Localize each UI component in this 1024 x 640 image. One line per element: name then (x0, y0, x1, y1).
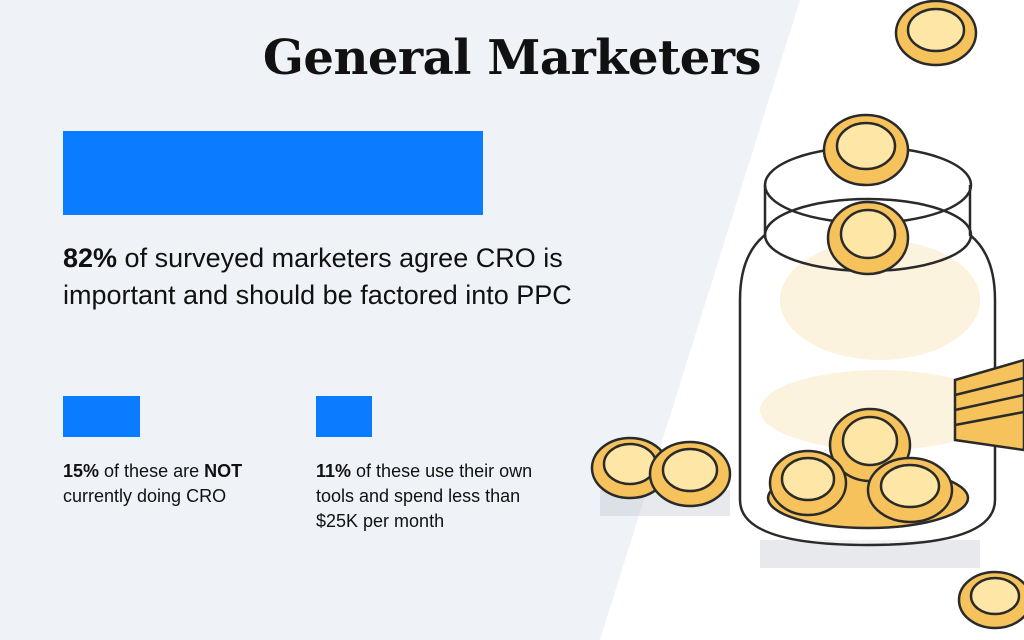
stat-bar (316, 396, 373, 437)
jar-glow (780, 240, 980, 360)
text: of these are (99, 461, 205, 481)
emphasis: 15% (63, 461, 100, 481)
text: of surveyed marketers agree CRO is impor… (63, 243, 572, 310)
stat-text: 15% of these are NOT currently doing CRO (63, 459, 313, 509)
emphasis: NOT (204, 461, 243, 481)
stat-text: 82% of surveyed marketers agree CRO is i… (63, 240, 603, 314)
coins (590, 0, 1024, 630)
stat-text: 11% of these use their own tools and spe… (316, 459, 556, 534)
text: currently doing CRO (63, 486, 227, 506)
stat-bar (63, 396, 140, 437)
stat-bar (63, 131, 483, 215)
text: of these use their own tools and spend l… (316, 461, 533, 531)
emphasis: 11% (316, 461, 352, 481)
emphasis: 82% (63, 243, 118, 273)
title: General Marketers (262, 30, 762, 86)
